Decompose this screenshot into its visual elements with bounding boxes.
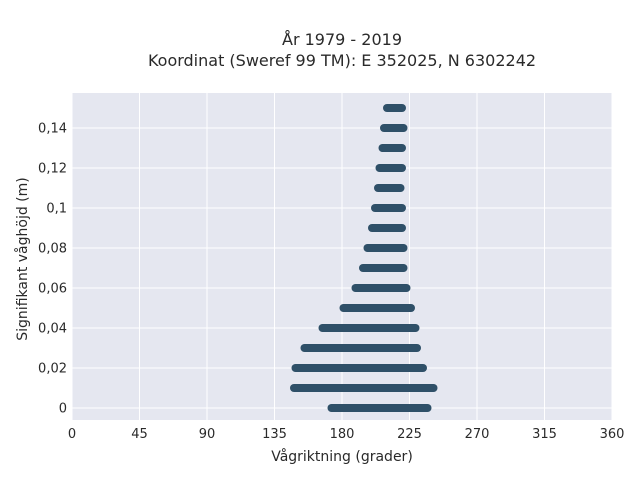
x-tick-label: 180 [330, 427, 355, 442]
y-tick-label: 0,1 [46, 202, 67, 217]
x-tick-label: 0 [68, 427, 76, 442]
x-axis-label: Vågriktning (grader) [271, 448, 413, 465]
y-tick-label: 0,12 [38, 162, 67, 177]
y-tick-label: 0,04 [38, 322, 67, 337]
y-tick-label: 0,02 [38, 362, 67, 377]
x-tick-label: 90 [199, 427, 216, 442]
y-tick-label: 0,06 [38, 282, 67, 297]
y-tick-label: 0 [59, 402, 67, 417]
chart-title-line2: Koordinat (Sweref 99 TM): E 352025, N 63… [148, 51, 536, 70]
x-tick-label: 270 [465, 427, 490, 442]
x-tick-label: 225 [397, 427, 422, 442]
y-tick-label: 0,14 [38, 122, 67, 137]
x-tick-label: 45 [131, 427, 148, 442]
chart-title-line1: År 1979 - 2019 [282, 30, 402, 49]
data-points [290, 104, 438, 412]
y-tick-label: 0,08 [38, 242, 67, 257]
y-axis-ticks: 0 0,02 0,04 0,06 0,08 0,1 0,12 0,14 [38, 122, 67, 417]
x-tick-label: 315 [532, 427, 557, 442]
x-tick-label: 360 [600, 427, 625, 442]
x-axis-ticks: 0 45 90 135 180 225 270 315 360 [68, 427, 625, 442]
y-axis-label: Signifikant våghöjd (m) [14, 177, 31, 340]
x-tick-label: 135 [262, 427, 287, 442]
